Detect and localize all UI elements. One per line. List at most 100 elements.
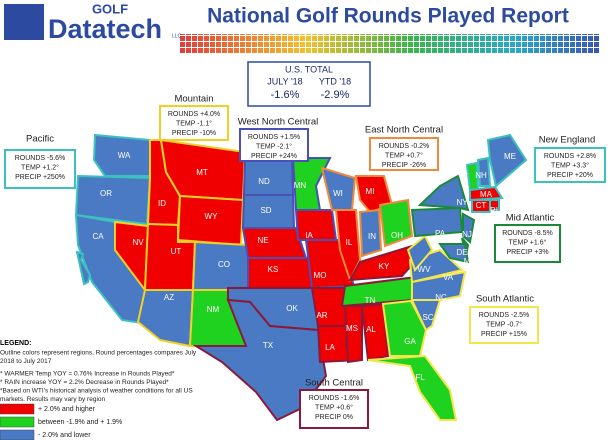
- state-label: HI: [80, 286, 88, 295]
- region-box: [299, 389, 369, 429]
- state-label: IN: [368, 232, 376, 241]
- region-stat: ROUNDS +4.0%: [168, 111, 220, 118]
- state-label: MN: [294, 181, 307, 190]
- state: [136, 289, 195, 348]
- legend-key: - 2.0% and lower: [38, 432, 91, 439]
- us-total-title: U.S. TOTAL: [285, 64, 333, 74]
- state: [381, 299, 428, 357]
- us-total-header: YTD '18: [319, 76, 351, 86]
- legend-swatch: [0, 429, 35, 440]
- region-title: Mid Atlantic: [506, 213, 555, 224]
- state-label: TX: [263, 341, 274, 350]
- state-label: NM: [207, 305, 220, 314]
- state-label: DE: [456, 248, 467, 257]
- region-stat: ROUNDS -5.6%: [15, 155, 66, 162]
- state: [378, 198, 414, 248]
- map: WA OR CA NV ID MT WY UT AZ CO NM ND SD NE KS OK TX MN IA MO…: [74, 133, 528, 422]
- us-total-header: JULY '18: [267, 76, 302, 86]
- state-label: MS: [346, 324, 358, 333]
- region-stat: TEMP +1.6°: [509, 238, 547, 246]
- logo-main: Datatech: [48, 14, 162, 44]
- us-total-value: -1.6%: [271, 89, 300, 101]
- state-label: NJ: [462, 230, 472, 239]
- state: [438, 243, 470, 264]
- state: [417, 174, 470, 212]
- region-stat: TEMP -0.7°: [486, 320, 522, 328]
- state-label: CA: [92, 232, 104, 241]
- state-label: IL: [346, 238, 353, 247]
- state-label: FL: [415, 373, 425, 382]
- region-box: [534, 147, 606, 183]
- region-box: [369, 137, 439, 171]
- state: [360, 302, 390, 362]
- state-label: TN: [365, 296, 376, 305]
- region-stat: TEMP +3.3°: [551, 161, 589, 169]
- region-title: Pacific: [26, 134, 54, 145]
- state: [75, 250, 92, 286]
- state: [367, 354, 458, 421]
- us-total-value: -2.9%: [321, 89, 350, 101]
- state-label: AZ: [164, 293, 174, 302]
- region-stat: PRECIP +24%: [251, 153, 297, 160]
- state-label: RI: [490, 206, 498, 215]
- state: [294, 209, 338, 241]
- region-stat: PRECIP +20%: [547, 172, 593, 179]
- region-stat: PRECIP +250%: [15, 174, 65, 181]
- region-stat: PRECIP +3%: [506, 249, 548, 256]
- legend-note: 2018 to July 2017: [0, 358, 52, 365]
- region-title: Mountain: [174, 94, 213, 105]
- region-title: South Central: [305, 378, 363, 389]
- state-label: MO: [314, 271, 327, 280]
- state-label: MI: [366, 187, 375, 196]
- legend-note: * WARMER Temp YOY = 0.76% Increase in Ro…: [0, 371, 175, 378]
- state-label: NE: [257, 236, 268, 245]
- region-title: West North Central: [238, 117, 319, 128]
- legend-swatch: [0, 416, 35, 428]
- state-label: OH: [391, 231, 403, 240]
- us-total-box: [247, 61, 371, 107]
- logo-suffix: LLC: [172, 33, 182, 39]
- state: [476, 156, 492, 187]
- region-stat: PRECIP -10%: [172, 130, 216, 137]
- state: [406, 234, 434, 272]
- state-label: OR: [100, 189, 112, 198]
- legend-note: markets. Results may vary by region: [0, 396, 106, 403]
- legend-note: *Based on WTI's historical analysis of w…: [0, 388, 193, 395]
- logo-globe: [4, 4, 44, 40]
- region-stat: ROUNDS +2.8%: [544, 153, 596, 160]
- pixel-grid: [180, 34, 600, 54]
- region-stat: PRECIP -26%: [382, 162, 426, 169]
- region-stat: TEMP +0.7°: [385, 151, 423, 159]
- region-box: [4, 149, 76, 189]
- state-label: UT: [171, 247, 182, 256]
- state-label: OK: [286, 304, 298, 313]
- state-label: NV: [132, 238, 144, 247]
- state-label: CT: [476, 201, 487, 210]
- state: [486, 133, 528, 188]
- state: [462, 212, 476, 244]
- state: [471, 199, 491, 213]
- state-label: LA: [325, 343, 335, 352]
- region-box: [494, 224, 561, 263]
- state-label: MT: [196, 168, 208, 177]
- logo-top: GOLF: [92, 1, 128, 16]
- state-label: ND: [258, 177, 270, 186]
- region-stat: ROUNDS -1.6%: [309, 395, 360, 402]
- state-label: KS: [268, 265, 279, 274]
- state-label: NH: [475, 171, 487, 180]
- state-label: GA: [404, 337, 416, 346]
- legend-key: between -1.9% and + 1.9%: [38, 419, 122, 426]
- legend-note: * RAIN increase YOY = 2.2% Decrease in R…: [0, 379, 169, 386]
- region-title: New England: [539, 135, 596, 146]
- state-label: KY: [379, 262, 390, 271]
- region-box: [239, 128, 309, 162]
- state-label: WY: [205, 212, 219, 221]
- region-title: East North Central: [365, 125, 443, 136]
- region-stat: PRECIP 0%: [315, 414, 353, 421]
- legend-key: + 2.0% and higher: [38, 406, 96, 413]
- region-stat: TEMP +0.6°: [315, 403, 353, 411]
- region-stat: ROUNDS +1.5%: [248, 134, 300, 141]
- state-label: ID: [158, 199, 166, 208]
- title: National Golf Rounds Played Report: [207, 5, 569, 28]
